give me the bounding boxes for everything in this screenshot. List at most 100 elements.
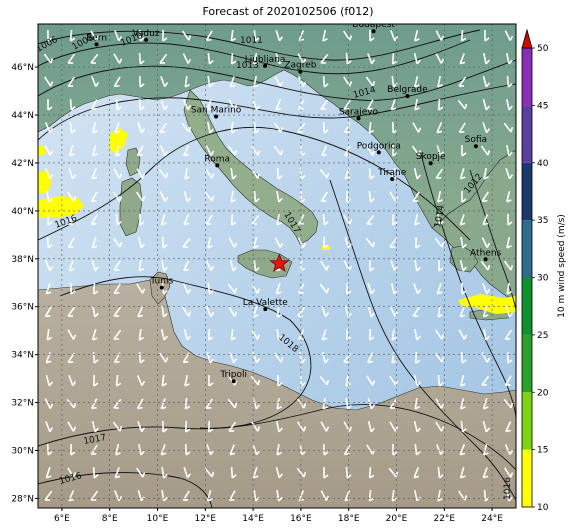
wind-barb xyxy=(435,53,445,64)
lat-axis: 28°N 30°N 32°N 34°N 36°N 38°N 40°N 42°N 44°N 46°N xyxy=(11,63,38,504)
wind-barb xyxy=(91,99,98,111)
wind-barb xyxy=(229,76,236,88)
lon-tick-label: 14°E xyxy=(242,514,264,524)
wind-barb xyxy=(229,352,238,364)
wind-barb xyxy=(275,466,283,479)
wind-barb xyxy=(184,397,191,410)
wind-barb xyxy=(483,167,489,180)
wind-barb xyxy=(207,328,214,341)
city-dot xyxy=(428,161,433,166)
city-label: Skopje xyxy=(416,152,446,162)
city-dot xyxy=(405,94,410,99)
wind-barb xyxy=(91,237,98,249)
lat-tick-label: 28°N xyxy=(11,494,34,504)
city-dot xyxy=(483,257,488,262)
wind-barb xyxy=(437,374,444,387)
wind-barb xyxy=(230,466,237,479)
wind-barb xyxy=(482,122,491,134)
city-label: San Marino xyxy=(191,105,242,115)
wind-barb xyxy=(342,30,353,41)
wind-barb xyxy=(413,375,422,387)
wind-barb xyxy=(91,420,99,433)
wind-barb xyxy=(184,443,191,456)
wind-barb xyxy=(367,283,376,295)
wind-barb xyxy=(91,76,100,88)
wind-barb xyxy=(136,168,146,179)
city-label: Roma xyxy=(204,154,230,164)
wind-barb xyxy=(43,53,54,64)
wind-barb xyxy=(297,283,305,295)
wind-barb xyxy=(320,421,330,432)
colorbar-tick-label: 15 xyxy=(537,446,548,456)
wind-barb xyxy=(113,191,123,202)
city-label: Zagreb xyxy=(284,61,316,71)
wind-barb xyxy=(415,236,421,249)
wind-barb xyxy=(459,214,466,226)
wind-barb xyxy=(207,282,214,295)
wind-barb xyxy=(161,374,168,387)
wind-barb xyxy=(505,421,512,433)
wind-barb xyxy=(460,374,466,387)
map-frame xyxy=(37,23,517,509)
wind-barb xyxy=(368,489,375,502)
wind-barb xyxy=(136,375,146,387)
city-label: Sofia xyxy=(465,135,487,145)
wind-barb xyxy=(181,122,192,133)
wind-barb xyxy=(322,443,329,456)
wind-barb xyxy=(366,375,376,386)
wind-barb xyxy=(138,443,145,456)
wind-barb xyxy=(229,444,236,456)
lon-tick-label: 24°E xyxy=(481,514,503,524)
wind-barb xyxy=(297,122,306,133)
wind-barb xyxy=(114,467,121,479)
isobar-label: 1017 xyxy=(83,433,107,447)
colorbar-tick-label: 40 xyxy=(537,159,549,169)
wind-barb xyxy=(159,352,169,363)
wind-barb xyxy=(505,306,514,318)
wind-barb xyxy=(114,122,121,134)
city-dot xyxy=(94,42,99,47)
wind-barb xyxy=(228,237,238,248)
wind-barb xyxy=(183,328,191,341)
wind-barb xyxy=(276,190,283,203)
lon-tick-label: 12°E xyxy=(194,514,216,524)
lon-tick-label: 6°E xyxy=(54,514,70,524)
wind-barb xyxy=(113,306,122,317)
wind-barb xyxy=(68,375,77,387)
wind-barb xyxy=(435,398,445,409)
wind-barb xyxy=(320,490,330,501)
isobars xyxy=(38,29,516,508)
wind-barb xyxy=(208,374,214,387)
wind-barb xyxy=(183,467,192,479)
wind-barb xyxy=(162,29,168,42)
wind-barb xyxy=(161,236,168,249)
wind-barb xyxy=(390,260,399,272)
wind-barb xyxy=(367,53,376,65)
wind-barb xyxy=(159,191,169,202)
wind-barb xyxy=(413,52,421,65)
wind-barb xyxy=(114,490,123,502)
wind-barb xyxy=(113,76,121,88)
wind-barb xyxy=(228,375,238,386)
wind-barb xyxy=(273,145,284,156)
wind-barb xyxy=(44,398,54,409)
lon-axis: 6°E 8°E 10°E 12°E 14°E 16°E 18°E 20°E 22°E 24°E xyxy=(54,508,503,524)
wind-barb xyxy=(113,283,121,295)
city-label: Belgrade xyxy=(387,85,428,95)
wind-barb xyxy=(115,443,121,456)
isobar-label: 1014 xyxy=(433,204,447,229)
wind-barb xyxy=(252,398,261,410)
wind-barb xyxy=(68,260,75,272)
wind-barb xyxy=(205,145,215,156)
colorbar-tick-label: 45 xyxy=(537,101,548,111)
wind-barb xyxy=(139,213,145,226)
wind-barb xyxy=(459,444,466,456)
wind-barb xyxy=(45,352,52,364)
city-label: Tunis xyxy=(149,277,173,287)
wind-barb xyxy=(45,260,54,272)
wind-barb xyxy=(274,237,284,248)
wind-barb xyxy=(135,191,146,202)
wind-barb xyxy=(298,214,305,226)
wind-barb xyxy=(413,75,420,88)
